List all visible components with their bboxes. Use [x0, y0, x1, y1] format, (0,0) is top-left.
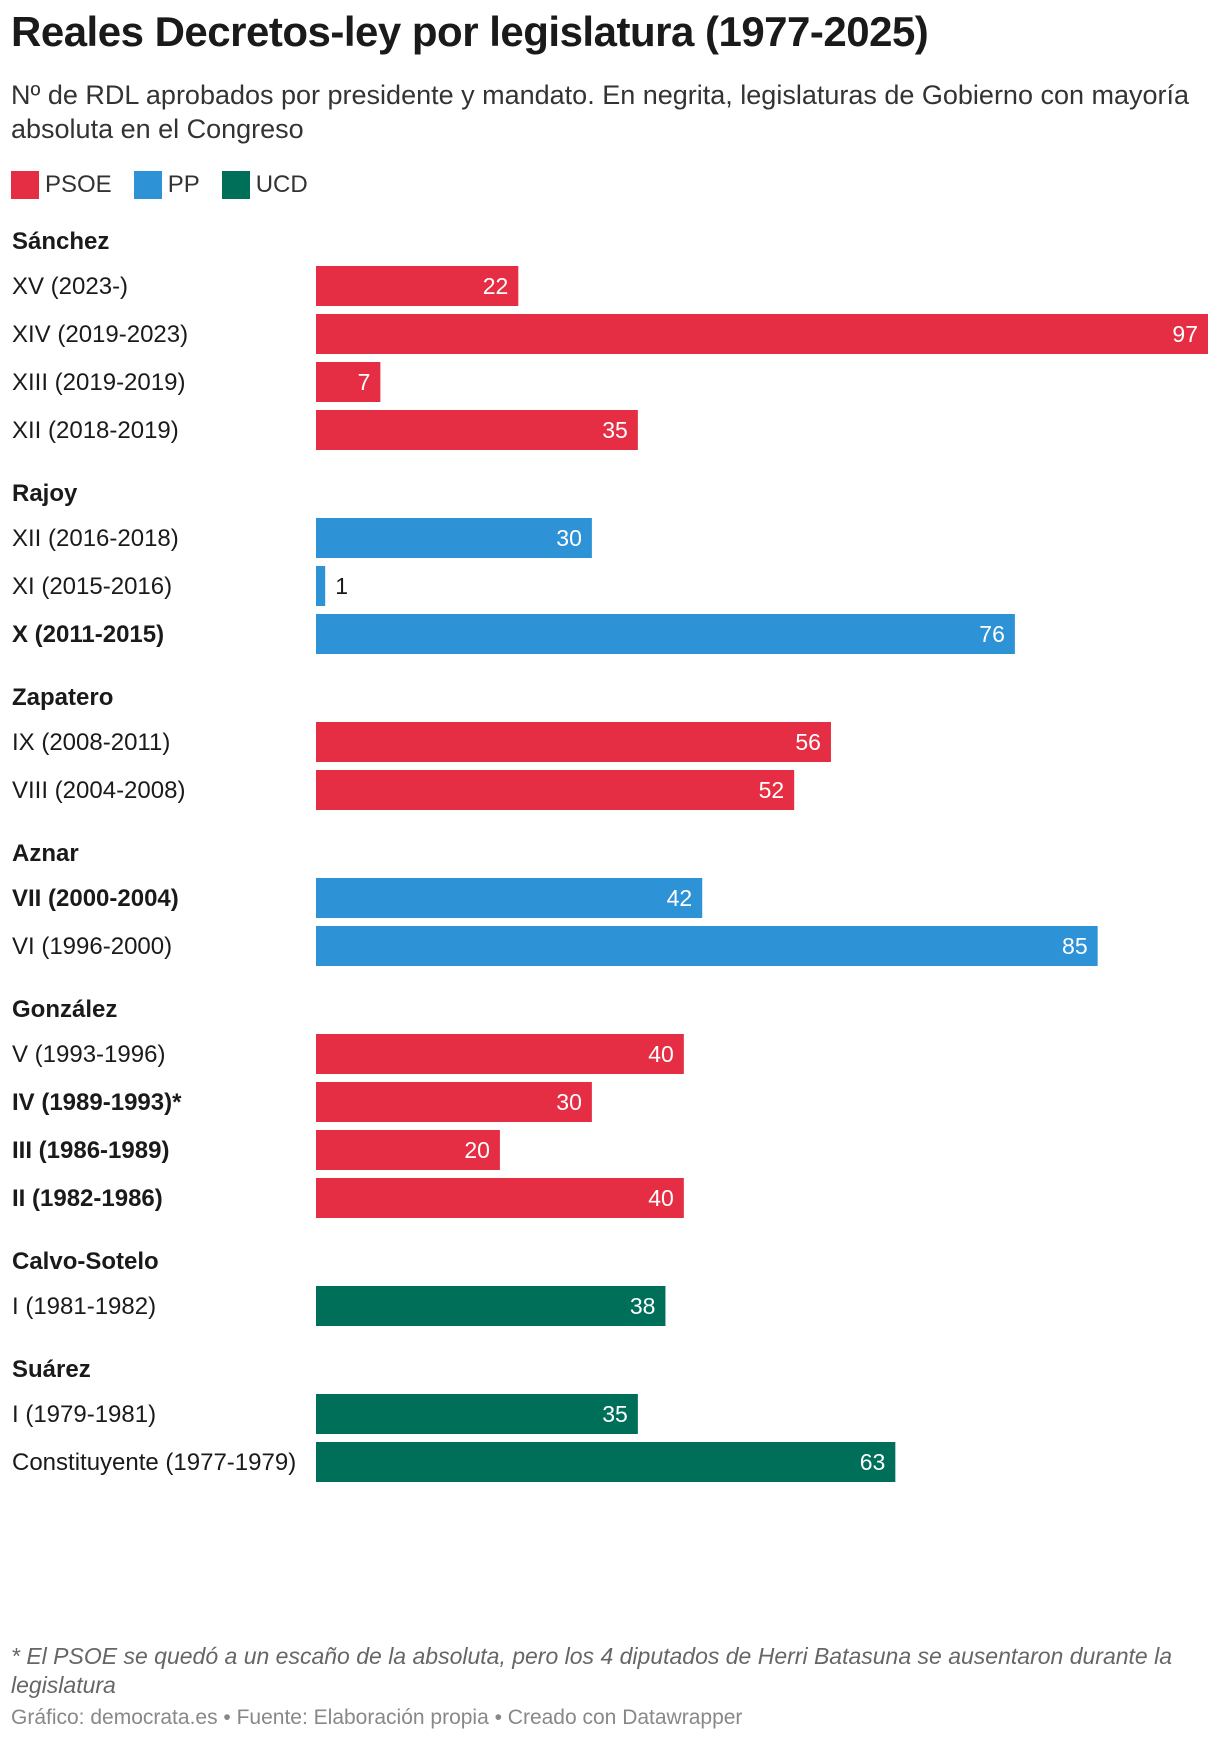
group-label-zapatero: Zapatero: [12, 684, 113, 711]
group-label-sanchez: Sánchez: [12, 228, 109, 255]
bar-sanchez-3: [316, 410, 638, 450]
bar-sanchez-1: [316, 314, 1208, 354]
row-label-sanchez-2: XIII (2019-2019): [12, 369, 185, 396]
value-label-gonzalez-3: 40: [648, 1185, 674, 1211]
legend-label-pp: PP: [167, 171, 200, 198]
row-label-rajoy-1: XI (2015-2016): [12, 573, 172, 600]
bar-gonzalez-2: [316, 1130, 500, 1170]
value-label-rajoy-2: 76: [979, 621, 1005, 647]
bar-zapatero-1: [316, 770, 795, 810]
legend-swatch-psoe: [11, 171, 39, 199]
row-label-rajoy-0: XII (2016-2018): [12, 525, 179, 552]
bar-suarez-1: [316, 1442, 896, 1482]
row-label-gonzalez-1: IV (1989-1993)*: [12, 1089, 182, 1116]
bar-rajoy-1: [316, 566, 326, 606]
legend-item-pp: PP: [133, 171, 200, 199]
row-label-zapatero-0: IX (2008-2011): [12, 729, 170, 756]
value-label-sanchez-3: 35: [602, 417, 628, 443]
value-label-zapatero-1: 52: [759, 777, 785, 803]
legend-item-psoe: PSOE: [11, 171, 112, 199]
value-label-suarez-0: 35: [602, 1401, 628, 1427]
row-label-suarez-0: I (1979-1981): [12, 1401, 156, 1428]
row-label-gonzalez-0: V (1993-1996): [12, 1041, 165, 1068]
row-label-rajoy-2: X (2011-2015): [12, 621, 164, 648]
value-label-sanchez-1: 97: [1172, 321, 1198, 347]
group-label-aznar: Aznar: [12, 840, 79, 867]
value-label-sanchez-2: 7: [358, 369, 371, 395]
legend-swatch-pp: [133, 171, 162, 199]
value-label-aznar-1: 85: [1062, 933, 1088, 959]
legend-label-ucd: UCD: [255, 171, 308, 198]
bar-calvo-sotelo-0: [316, 1286, 666, 1326]
bar-rajoy-0: [316, 518, 592, 558]
legend-item-ucd: UCD: [221, 171, 308, 199]
row-label-sanchez-3: XII (2018-2019): [12, 417, 179, 444]
legend: PSOE PP UCD: [11, 171, 308, 199]
bar-aznar-1: [316, 926, 1098, 966]
row-label-sanchez-0: XV (2023-): [12, 273, 128, 300]
row-label-aznar-1: VI (1996-2000): [12, 933, 172, 960]
group-label-suarez: Suárez: [12, 1356, 91, 1383]
group-label-rajoy: Rajoy: [12, 480, 78, 507]
value-label-suarez-1: 63: [860, 1449, 886, 1475]
footnote: * El PSOE se quedó a un escaño de la abs…: [11, 1643, 1172, 1698]
bar-gonzalez-0: [316, 1034, 684, 1074]
group-label-gonzalez: González: [12, 996, 117, 1023]
credits: Gráfico: democrata.es • Fuente: Elaborac…: [11, 1706, 743, 1729]
row-label-gonzalez-2: III (1986-1989): [12, 1137, 169, 1164]
bar-aznar-0: [316, 878, 703, 918]
row-label-aznar-0: VII (2000-2004): [12, 885, 179, 912]
bar-rajoy-2: [316, 614, 1015, 654]
legend-swatch-ucd: [221, 171, 250, 199]
value-label-zapatero-0: 56: [795, 729, 821, 755]
group-label-calvo-sotelo: Calvo-Sotelo: [12, 1248, 159, 1275]
row-label-gonzalez-3: II (1982-1986): [12, 1185, 163, 1212]
value-label-sanchez-0: 22: [483, 273, 509, 299]
bar-suarez-0: [316, 1394, 638, 1434]
row-label-zapatero-1: VIII (2004-2008): [12, 777, 185, 804]
bar-sanchez-0: [316, 266, 519, 306]
value-label-gonzalez-1: 30: [556, 1089, 582, 1115]
bar-chart: Sánchez XV (2023-) 22 XIV (2019-2023) 97 XIII…: [12, 228, 1208, 1482]
chart-title: Reales Decretos-ley por legislatura (197…: [11, 8, 929, 55]
bar-gonzalez-3: [316, 1178, 684, 1218]
value-label-rajoy-0: 30: [556, 525, 582, 551]
chart-subtitle: Nº de RDL aprobados por presidente y man…: [11, 80, 1190, 144]
value-label-aznar-0: 42: [667, 885, 693, 911]
value-label-gonzalez-2: 20: [464, 1137, 490, 1163]
bar-sanchez-2: [316, 362, 381, 402]
bar-gonzalez-1: [316, 1082, 592, 1122]
row-label-suarez-1: Constituyente (1977-1979): [12, 1449, 296, 1476]
row-label-sanchez-1: XIV (2019-2023): [12, 321, 188, 348]
row-label-calvo-sotelo-0: I (1981-1982): [12, 1293, 156, 1320]
value-label-gonzalez-0: 40: [648, 1041, 674, 1067]
value-label-calvo-sotelo-0: 38: [630, 1293, 656, 1319]
legend-label-psoe: PSOE: [45, 171, 112, 198]
bar-zapatero-0: [316, 722, 831, 762]
value-label-rajoy-1: 1: [335, 573, 348, 599]
